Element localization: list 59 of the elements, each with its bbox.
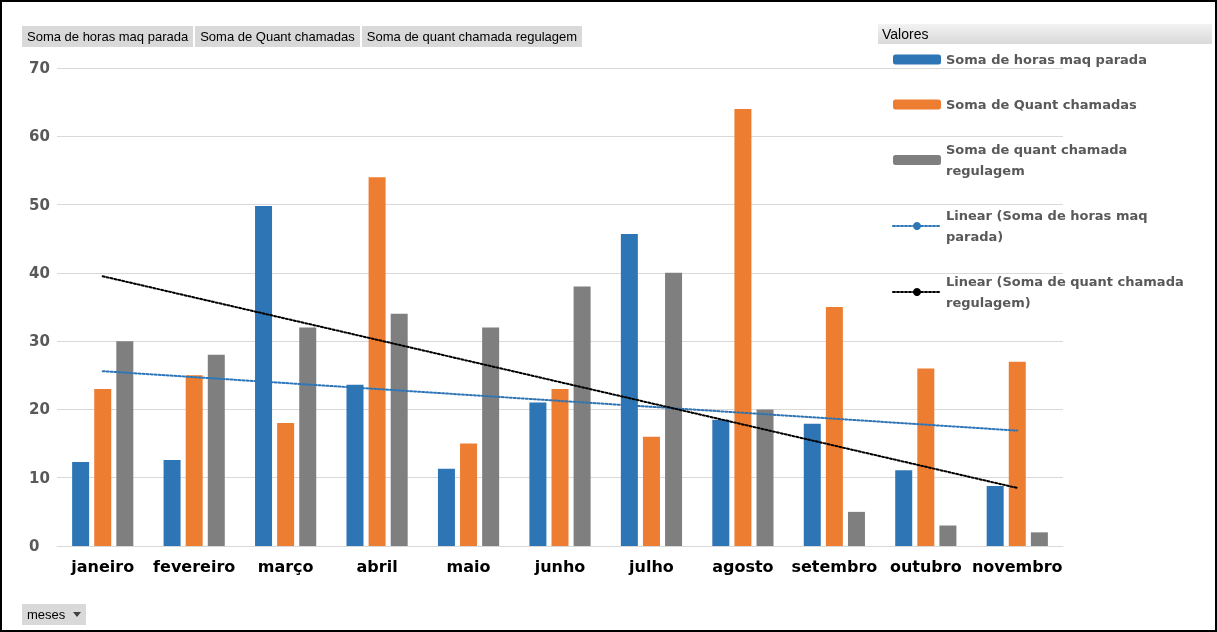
text: Soma de Quant chamadas: [195, 26, 362, 47]
legend-title: Valores: [878, 24, 1212, 44]
bar: [460, 443, 478, 546]
legend-label: Soma de horas maq parada: [946, 52, 1147, 67]
bar: [1030, 532, 1048, 546]
text: Soma de quant chamada regulagem: [361, 26, 585, 47]
bar: [163, 459, 181, 546]
bar: [825, 307, 843, 546]
y-tick-label: 40: [29, 263, 50, 282]
bar: [847, 511, 865, 546]
legend-label: Linear (Soma de horas maq parada): [946, 208, 1153, 244]
x-tick-label: fevereiro: [153, 556, 236, 576]
bar: [939, 525, 957, 546]
bar: [72, 462, 90, 546]
bar: [277, 423, 295, 546]
y-tick-label: 70: [29, 59, 50, 77]
bar: [185, 375, 203, 546]
bar: [368, 177, 386, 546]
y-tick-label: 0: [29, 537, 40, 555]
y-tick-label: 50: [29, 195, 50, 214]
bar: [94, 388, 112, 546]
y-tick-label: 10: [29, 468, 50, 487]
bar: [803, 423, 821, 546]
x-tick-label: outubro: [889, 556, 962, 576]
x-tick-label: setembro: [791, 556, 878, 576]
bar: [390, 313, 408, 546]
x-tick-label: julho: [628, 556, 674, 576]
bar: [437, 468, 455, 546]
bar: [1008, 361, 1026, 546]
bar: [207, 354, 225, 546]
legend-label: Soma de Quant chamadas: [946, 97, 1137, 112]
bar: [756, 409, 774, 546]
x-tick-label: janeiro: [70, 556, 135, 576]
bar: [551, 388, 569, 546]
bar: [529, 402, 547, 546]
legend-label: Soma de quant chamada regulagem: [946, 142, 1132, 178]
bar: [895, 470, 913, 546]
x-tick-label: março: [257, 556, 314, 576]
x-tick-label: junho: [533, 556, 586, 576]
bar: [573, 286, 591, 546]
bar: [986, 485, 1004, 546]
legend-label: Linear (Soma de quant chamada regulagem): [946, 274, 1189, 310]
x-axis-title: meses: [27, 607, 66, 622]
x-tick-label: abril: [356, 556, 398, 576]
x-tick-label: maio: [446, 556, 491, 576]
y-tick-label: 20: [29, 400, 50, 419]
bar: [299, 327, 317, 546]
x-tick-label: agosto: [712, 556, 774, 576]
bar: [642, 436, 660, 546]
y-tick-label: 60: [29, 127, 50, 146]
text: Soma de horas maq parada: [22, 26, 196, 47]
x-tick-label: novembro: [971, 556, 1063, 576]
bar: [665, 272, 683, 546]
bar: [116, 341, 134, 546]
bar: [917, 368, 935, 546]
bar: [734, 108, 752, 546]
bar: [482, 327, 500, 546]
bar: [712, 419, 730, 546]
y-tick-label: 30: [29, 332, 50, 351]
